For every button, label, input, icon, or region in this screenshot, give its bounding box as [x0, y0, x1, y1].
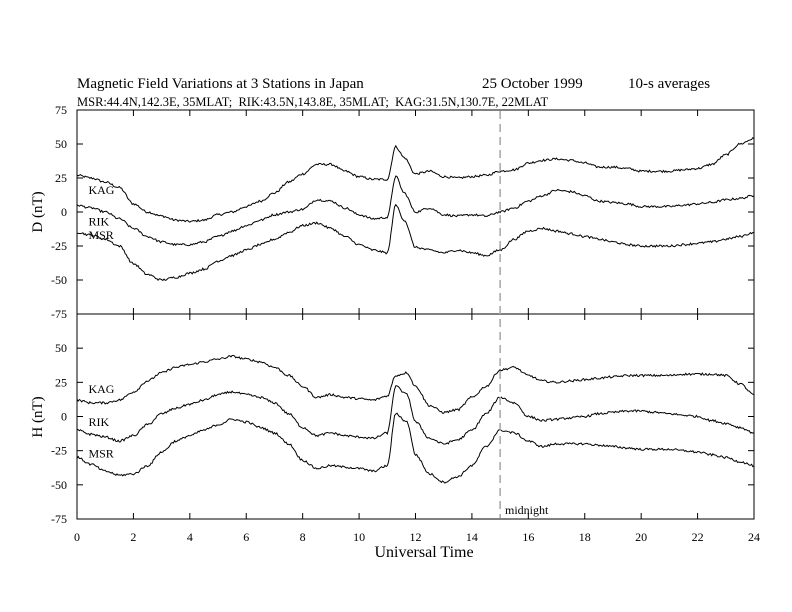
y-tick-label-h: 50 [55, 341, 67, 355]
y-tick-label-h: -50 [51, 478, 67, 492]
d-axis-label: D (nT) [30, 191, 46, 232]
series-line-d-msr [77, 203, 755, 282]
x-tick-label: 6 [243, 530, 249, 544]
x-tick-label: 12 [410, 530, 422, 544]
series-label-d-kag: KAG [88, 183, 114, 197]
x-tick-label: 4 [187, 530, 193, 544]
y-tick-label-d: -50 [51, 273, 67, 287]
series-line-h-kag [76, 355, 755, 414]
chart-date: 25 October 1999 [482, 76, 583, 92]
x-tick-label: 2 [130, 530, 136, 544]
x-tick-label: 24 [748, 530, 760, 544]
x-tick-label: 0 [74, 530, 80, 544]
y-tick-label-d: 75 [55, 103, 67, 117]
series-label-h-msr: MSR [88, 446, 113, 460]
series-line-d-rik [76, 175, 755, 247]
x-tick-label: 8 [300, 530, 306, 544]
h-axis-label: H (nT) [30, 396, 46, 437]
series-label-h-kag: KAG [88, 382, 114, 396]
series-label-h-rik: RIK [88, 415, 109, 429]
y-tick-label-d: 50 [55, 137, 67, 151]
y-tick-label-d: -75 [51, 307, 67, 321]
x-axis-label: Universal Time [374, 544, 473, 561]
chart-averaging: 10-s averages [628, 76, 710, 92]
x-tick-label: 20 [635, 530, 647, 544]
series-line-h-rik [76, 385, 755, 445]
panel-frame-h [76, 313, 755, 520]
y-tick-label-h: 0 [61, 410, 67, 424]
y-tick-label-d: 0 [61, 205, 67, 219]
x-tick-label: 16 [522, 530, 534, 544]
chart-title: Magnetic Field Variations at 3 Stations … [77, 76, 364, 92]
series-line-d-kag [76, 136, 755, 223]
y-tick-label-h: 25 [55, 375, 67, 389]
series-line-h-msr [76, 412, 755, 484]
y-tick-label-d: 25 [55, 171, 67, 185]
chart-marks: -75-50-250255075KAGRIKMSR-75-50-2502550K… [51, 103, 760, 544]
x-tick-label: 14 [466, 530, 478, 544]
y-tick-label-h: -75 [51, 512, 67, 526]
y-tick-label-d: -25 [51, 239, 67, 253]
x-tick-label: 10 [353, 530, 365, 544]
x-tick-label: 18 [579, 530, 591, 544]
x-tick-label: 22 [692, 530, 704, 544]
series-label-d-msr: MSR [88, 228, 113, 242]
midnight-annotation: midnight [505, 503, 549, 517]
chart-subtitle-stations: MSR:44.4N,142.3E, 35MLAT; RIK:43.5N,143.… [77, 95, 549, 109]
y-tick-label-h: -25 [51, 444, 67, 458]
series-label-d-rik: RIK [88, 215, 109, 229]
